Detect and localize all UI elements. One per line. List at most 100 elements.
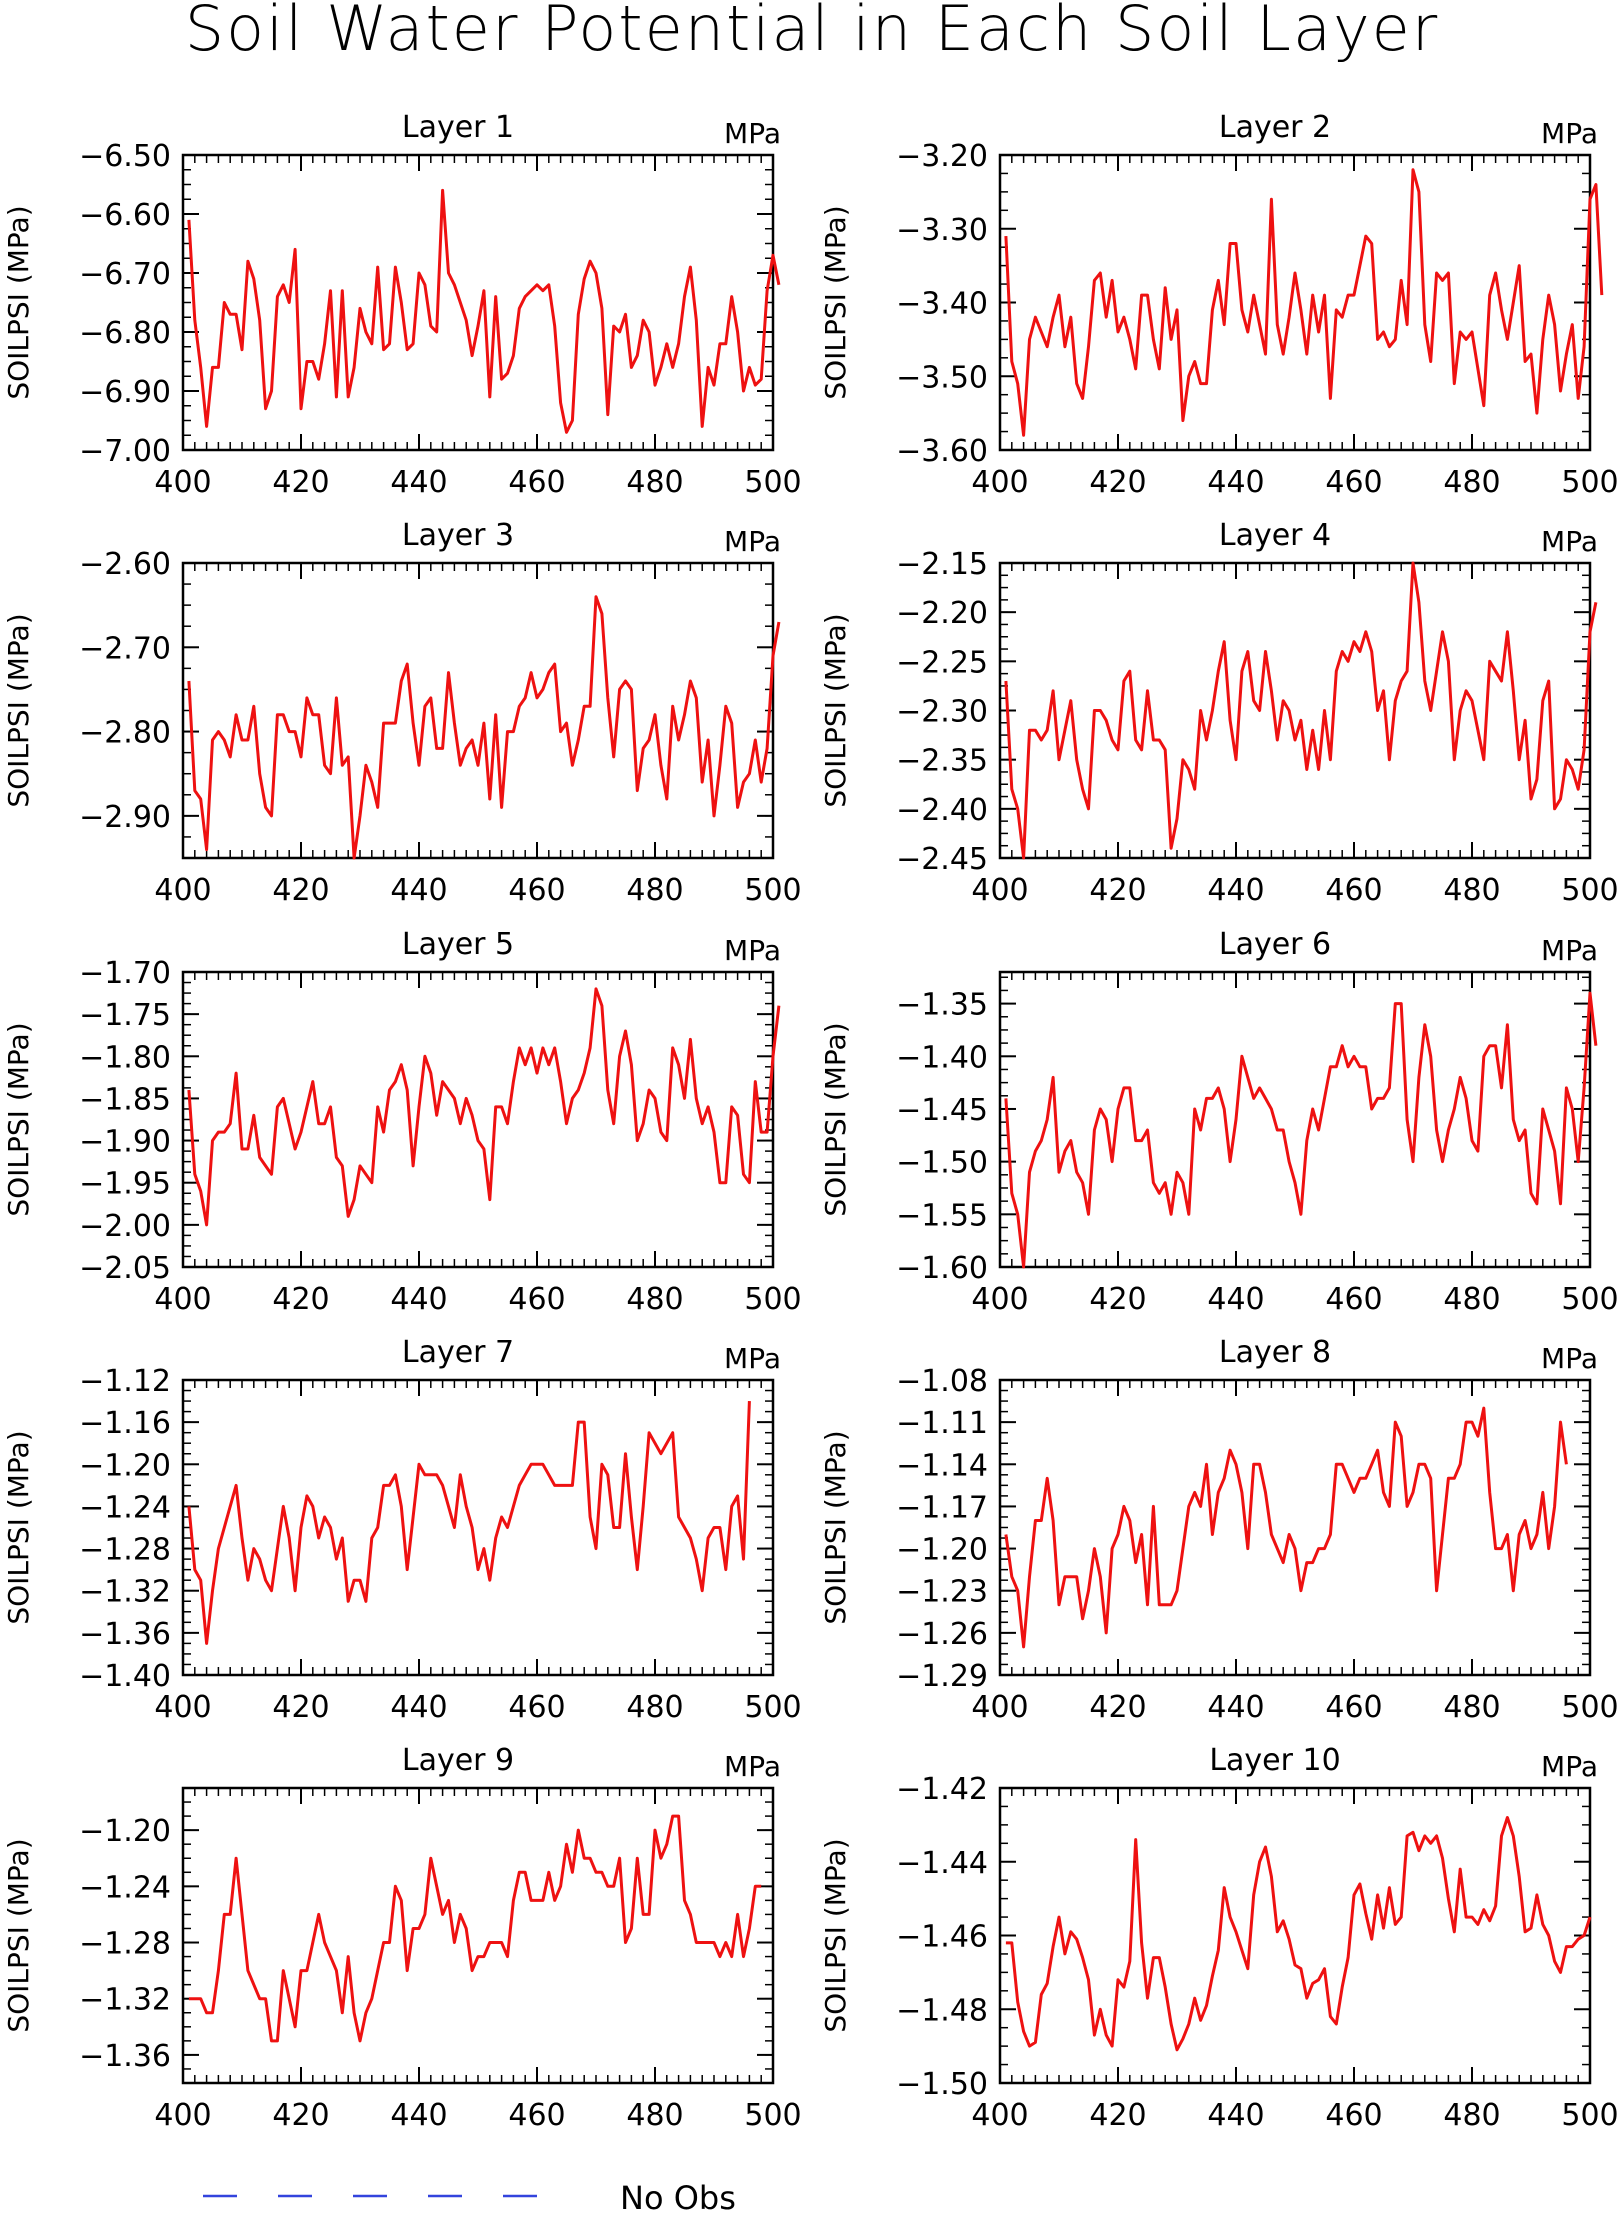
y-tick-label: −3.60 <box>896 434 988 469</box>
x-tick-label: 460 <box>1325 1282 1382 1317</box>
panel-units: MPa <box>1541 934 1598 967</box>
x-tick-label: 400 <box>971 2098 1028 2133</box>
x-tick-label: 420 <box>272 2098 329 2133</box>
x-tick-label: 420 <box>272 873 329 908</box>
x-tick-label: 420 <box>1089 1690 1146 1725</box>
y-tick-label: −6.80 <box>79 316 171 351</box>
y-tick-label: −2.60 <box>79 547 171 582</box>
y-tick-label: −1.24 <box>79 1490 171 1525</box>
y-tick-label: −3.20 <box>896 139 988 174</box>
panel-title: Layer 9 <box>402 1743 514 1778</box>
y-tick-label: −1.45 <box>896 1093 988 1128</box>
x-tick-label: 500 <box>744 873 801 908</box>
y-tick-label: −3.30 <box>896 213 988 248</box>
y-tick-label: −1.90 <box>79 1125 171 1160</box>
x-tick-label: 460 <box>1325 873 1382 908</box>
x-tick-label: 460 <box>508 1690 565 1725</box>
x-tick-label: 440 <box>390 1282 447 1317</box>
x-tick-label: 480 <box>1443 1690 1500 1725</box>
x-tick-label: 400 <box>971 1282 1028 1317</box>
panel-title: Layer 1 <box>402 110 514 145</box>
legend: No Obs <box>203 2179 736 2217</box>
y-tick-label: −2.80 <box>79 716 171 751</box>
panel-layer-5: Layer 5 MPa SOILPSI (MPa) 400 420 440 460 480 50… <box>2 927 802 1317</box>
panel-title: Layer 4 <box>1219 518 1331 553</box>
x-tick-label: 440 <box>1207 873 1264 908</box>
panel-units: MPa <box>724 117 781 150</box>
panel-title: Layer 8 <box>1219 1335 1331 1370</box>
x-tick-label: 480 <box>1443 1282 1500 1317</box>
x-tick-label: 400 <box>971 1690 1028 1725</box>
panel-units: MPa <box>1541 1342 1598 1375</box>
panel-layer-9: Layer 9 MPa SOILPSI (MPa) 400 420 440 460 480 50… <box>2 1743 802 2133</box>
panel-units: MPa <box>1541 1750 1598 1783</box>
panel-units: MPa <box>724 1342 781 1375</box>
x-tick-label: 460 <box>1325 2098 1382 2133</box>
panel-units: MPa <box>724 934 781 967</box>
x-tick-label: 480 <box>1443 2098 1500 2133</box>
panel-title: Layer 2 <box>1219 110 1331 145</box>
x-tick-label: 420 <box>1089 873 1146 908</box>
y-axis-label: SOILPSI (MPa) <box>2 205 35 399</box>
panel-title: Layer 6 <box>1219 927 1331 962</box>
y-tick-label: −2.25 <box>896 645 988 680</box>
y-tick-label: −1.95 <box>79 1167 171 1202</box>
x-tick-label: 480 <box>626 873 683 908</box>
x-tick-label: 480 <box>1443 873 1500 908</box>
series-line-soilpsi <box>188 1814 762 2043</box>
y-tick-label: −3.50 <box>896 360 988 395</box>
y-axis-label: SOILPSI (MPa) <box>2 1838 35 2032</box>
x-tick-label: 500 <box>1561 1690 1618 1725</box>
y-tick-label: −1.46 <box>896 1920 988 1955</box>
x-tick-label: 440 <box>1207 2098 1264 2133</box>
x-tick-label: 420 <box>1089 1282 1146 1317</box>
y-tick-label: −2.15 <box>896 547 988 582</box>
y-tick-label: −1.28 <box>79 1533 171 1568</box>
x-tick-label: 500 <box>744 2098 801 2133</box>
series-line-soilpsi <box>1004 168 1604 437</box>
y-tick-label: −1.80 <box>79 1040 171 1075</box>
y-tick-label: −1.50 <box>896 1146 988 1181</box>
y-tick-label: −1.12 <box>79 1364 171 1399</box>
series-line-soilpsi <box>187 1401 751 1645</box>
x-tick-label: 400 <box>971 873 1028 908</box>
x-tick-label: 440 <box>1207 1690 1264 1725</box>
y-tick-label: −7.00 <box>79 434 171 469</box>
panel-layer-7: Layer 7 MPa SOILPSI (MPa) 400 420 440 460 480 50… <box>2 1335 802 1725</box>
x-tick-label: 480 <box>626 465 683 500</box>
y-tick-label: −1.26 <box>896 1617 988 1652</box>
y-tick-label: −1.36 <box>79 1617 171 1652</box>
y-tick-label: −1.40 <box>896 1040 988 1075</box>
x-tick-label: 440 <box>390 2098 447 2133</box>
y-tick-label: −1.28 <box>79 1927 171 1962</box>
panel-layer-6: Layer 6 MPa SOILPSI (MPa) 400 420 440 460 480 50… <box>819 927 1619 1317</box>
y-tick-label: −2.05 <box>79 1251 171 1286</box>
y-tick-label: −1.32 <box>79 1983 171 2018</box>
y-axis-label: SOILPSI (MPa) <box>819 1022 852 1216</box>
x-tick-label: 500 <box>1561 465 1618 500</box>
y-tick-label: −1.70 <box>79 956 171 991</box>
y-tick-label: −1.75 <box>79 998 171 1033</box>
y-tick-label: −6.70 <box>79 257 171 292</box>
y-tick-label: −1.55 <box>896 1198 988 1233</box>
x-tick-label: 400 <box>154 1690 211 1725</box>
x-tick-label: 400 <box>154 1282 211 1317</box>
y-tick-label: −1.20 <box>79 1448 171 1483</box>
x-tick-label: 440 <box>1207 1282 1264 1317</box>
panel-title: Layer 10 <box>1209 1743 1340 1778</box>
panel-units: MPa <box>724 1750 781 1783</box>
panel-units: MPa <box>724 525 781 558</box>
y-axis-label: SOILPSI (MPa) <box>819 1838 852 2032</box>
x-tick-label: 460 <box>508 873 565 908</box>
y-tick-label: −1.29 <box>896 1659 988 1694</box>
panel-title: Layer 7 <box>402 1335 514 1370</box>
series-line-soilpsi <box>1004 1406 1568 1649</box>
y-tick-label: −1.40 <box>79 1659 171 1694</box>
series-line-soilpsi <box>187 987 781 1227</box>
y-tick-label: −1.44 <box>896 1846 988 1881</box>
x-tick-label: 500 <box>1561 873 1618 908</box>
panel-layer-3: Layer 3 MPa SOILPSI (MPa) 400 420 440 460 480 50… <box>2 518 802 908</box>
y-tick-label: −6.90 <box>79 375 171 410</box>
